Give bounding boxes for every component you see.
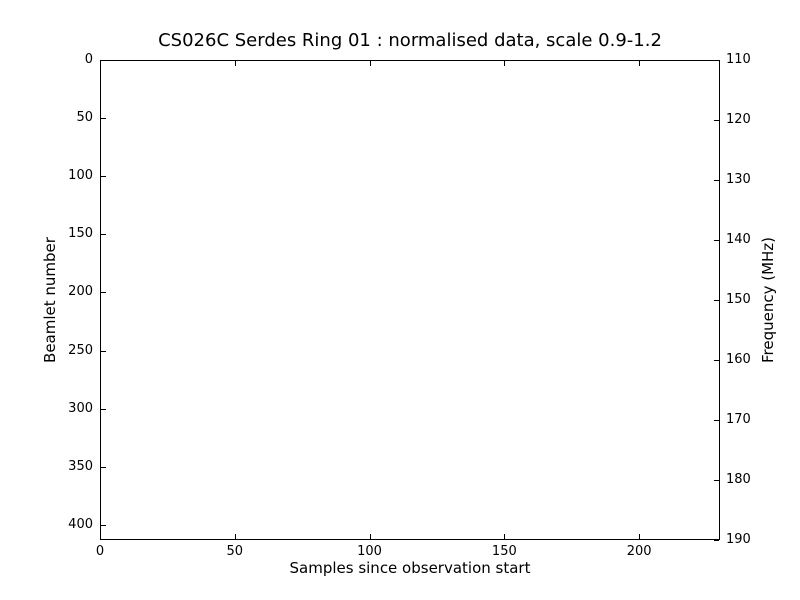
y-left-tick-label: 150: [68, 226, 93, 242]
x-tick-mark: [100, 534, 101, 539]
y-right-tick-mark: [714, 540, 719, 541]
y-right-tick-mark: [714, 360, 719, 361]
x-tick-label: 150: [491, 544, 517, 559]
y-left-tick-label: 100: [68, 168, 93, 184]
x-tick-mark: [504, 534, 506, 539]
x-tick-mark-top: [234, 61, 236, 66]
y-right-tick-mark: [714, 480, 719, 481]
y-left-tick-mark: [101, 118, 106, 120]
chart-title: CS026C Serdes Ring 01 : normalised data,…: [158, 30, 662, 51]
y-right-tick-mark: [714, 420, 719, 421]
y-left-tick-label: 400: [68, 516, 93, 532]
x-tick-mark-top: [639, 61, 641, 66]
plot-area: [100, 60, 720, 540]
x-tick-mark: [639, 534, 641, 539]
x-tick-mark-top: [100, 61, 101, 66]
y-right-tick-label: 180: [726, 472, 751, 487]
x-tick-mark-top: [504, 61, 506, 66]
y-left-tick-mark: [101, 466, 106, 468]
y-left-tick-mark: [101, 350, 106, 352]
y-right-tick-label: 110: [726, 52, 751, 67]
y-left-tick-label: 0: [84, 52, 93, 67]
x-axis-label: Samples since observation start: [289, 559, 531, 577]
x-tick-label: 200: [626, 544, 652, 559]
y-right-tick-label: 190: [726, 532, 751, 547]
y-left-tick-mark: [101, 60, 106, 61]
y-right-tick-label: 170: [726, 412, 751, 427]
y-right-tick-label: 140: [726, 232, 751, 247]
y-right-tick-label: 130: [726, 172, 751, 187]
x-tick-label: 100: [357, 544, 382, 559]
y-left-tick-mark: [101, 408, 106, 410]
y-right-tick-label: 160: [726, 352, 751, 367]
x-tick-label: 0: [95, 544, 105, 559]
y-right-tick-mark: [714, 60, 719, 61]
y-left-tick-label: 350: [68, 458, 93, 474]
y-left-tick-label: 200: [68, 284, 93, 300]
x-tick-mark-top: [369, 61, 371, 66]
y-left-tick-mark: [101, 176, 106, 178]
y-right-tick-mark: [714, 300, 719, 301]
y-right-tick-mark: [714, 180, 719, 181]
x-tick-label: 50: [226, 544, 244, 559]
x-tick-mark: [234, 534, 236, 539]
y-left-tick-mark: [101, 234, 106, 236]
y-left-tick-mark: [101, 524, 106, 526]
y-left-tick-label: 50: [76, 110, 93, 126]
y-left-tick-label: 300: [68, 400, 93, 416]
x-tick-mark: [369, 534, 371, 539]
y-left-tick-mark: [101, 292, 106, 294]
y-left-tick-label: 250: [68, 342, 93, 358]
y-right-tick-mark: [714, 120, 719, 121]
y-right-tick-label: 150: [726, 292, 751, 307]
y-right-tick-mark: [714, 240, 719, 241]
y-right-tick-label: 120: [726, 112, 751, 127]
